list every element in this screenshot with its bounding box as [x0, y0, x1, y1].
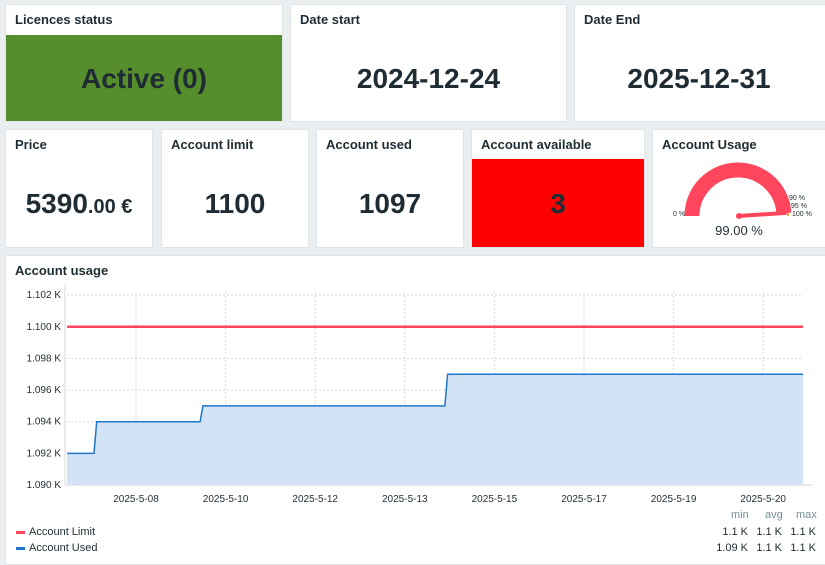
panel-title: Price: [15, 137, 47, 152]
legend-header-avg: avg: [765, 509, 783, 521]
gauge-threshold-90: 90 %: [789, 195, 805, 202]
x-tick-label: 2025-5-08: [113, 494, 159, 505]
licences-status-value: Active (0): [80, 63, 208, 94]
panel-price: Price 5390.00 €: [5, 129, 153, 248]
y-tick-label: 1.092 K: [27, 448, 62, 459]
legend-label: Account Limit: [29, 526, 96, 538]
panel-account-limit: Account limit 1100: [161, 129, 309, 248]
series-line-account-used: [67, 373, 803, 455]
x-tick-label: 2025-5-19: [651, 494, 697, 505]
gauge-needle: [736, 211, 787, 218]
series-area-account-used: [67, 374, 803, 485]
gauge-threshold-100: 100 %: [792, 211, 812, 218]
panel-account-usage-chart: Account usage 1.090 K 1.092 K 1.094 K 1.096…: [5, 255, 825, 565]
legend-label: Account Used: [29, 542, 98, 554]
x-tick-label: 2025-5-10: [203, 494, 249, 505]
x-tick-label: 2025-5-20: [740, 494, 786, 505]
gauge-needle-hub: [736, 213, 742, 219]
panel-account-used: Account used 1097: [316, 129, 464, 248]
legend-header-min: min: [731, 509, 749, 521]
panel-date-end: Date End 2025-12-31: [574, 4, 825, 122]
y-tick-label: 1.100 K: [27, 322, 62, 333]
legend-header-max: max: [796, 509, 817, 521]
account-available-value: 3: [550, 188, 566, 219]
y-tick-label: 1.098 K: [27, 353, 62, 364]
panel-title: Account Usage: [662, 137, 757, 152]
status-fill: [6, 35, 282, 121]
y-tick-label: 1.102 K: [27, 290, 62, 301]
panel-account-usage-gauge: Account Usage 0 % 90 % 95 % 100 % 99.00 …: [652, 129, 825, 248]
price-value: 5390.00 €: [6, 188, 152, 220]
x-tick-label: 2025-5-17: [561, 494, 607, 505]
x-tick-label: 2025-5-13: [382, 494, 428, 505]
legend-swatch: [16, 530, 25, 534]
price-decimal: .00 €: [87, 196, 133, 218]
panel-date-start: Date start 2024-12-24: [290, 4, 567, 122]
panel-title: Account available: [481, 137, 592, 152]
gauge-value-arc: [684, 162, 792, 217]
usage-gauge: 0 % 90 % 95 % 100 % 99.00 %: [673, 162, 812, 238]
legend-item-account-used[interactable]: Account Used: [16, 542, 97, 554]
gauge-threshold-95: 95 %: [791, 203, 807, 210]
legend-item-account-limit[interactable]: Account Limit: [16, 526, 95, 538]
y-tick-label: 1.094 K: [27, 417, 62, 428]
legend-used-max: 1.1 K: [790, 542, 816, 554]
account-used-value: 1097: [358, 188, 422, 219]
available-fill: [472, 159, 644, 247]
gauge-min-label: 0 %: [673, 211, 685, 218]
date-end-value: 2025-12-31: [627, 63, 771, 94]
legend-limit-max: 1.1 K: [790, 526, 816, 538]
date-start-value: 2024-12-24: [356, 63, 501, 94]
account-usage-chart: 1.090 K 1.092 K 1.094 K 1.096 K 1.098 K 1.100…: [27, 284, 813, 505]
legend-used-min: 1.09 K: [716, 542, 748, 554]
panel-title: Date start: [300, 12, 360, 27]
panel-account-available: Account available 3: [471, 129, 645, 248]
y-tick-label: 1.090 K: [27, 480, 62, 491]
panel-licences-status: Licences status Active (0): [5, 4, 283, 122]
chart-title: Account usage: [15, 263, 109, 278]
legend-swatch: [16, 546, 25, 550]
panel-title: Account used: [326, 137, 412, 152]
legend-used-avg: 1.1 K: [756, 542, 782, 554]
gauge-value-label: 99.00 %: [715, 223, 763, 238]
panel-title: Date End: [584, 12, 641, 27]
panel-title: Account limit: [171, 137, 254, 152]
x-tick-label: 2025-5-12: [292, 494, 338, 505]
legend-limit-avg: 1.1 K: [756, 526, 782, 538]
y-tick-label: 1.096 K: [27, 385, 62, 396]
account-limit-value: 1100: [204, 188, 266, 219]
price-integer: 5390: [25, 188, 88, 219]
panel-title: Licences status: [15, 12, 113, 27]
legend-limit-min: 1.1 K: [722, 526, 748, 538]
x-tick-label: 2025-5-15: [472, 494, 518, 505]
